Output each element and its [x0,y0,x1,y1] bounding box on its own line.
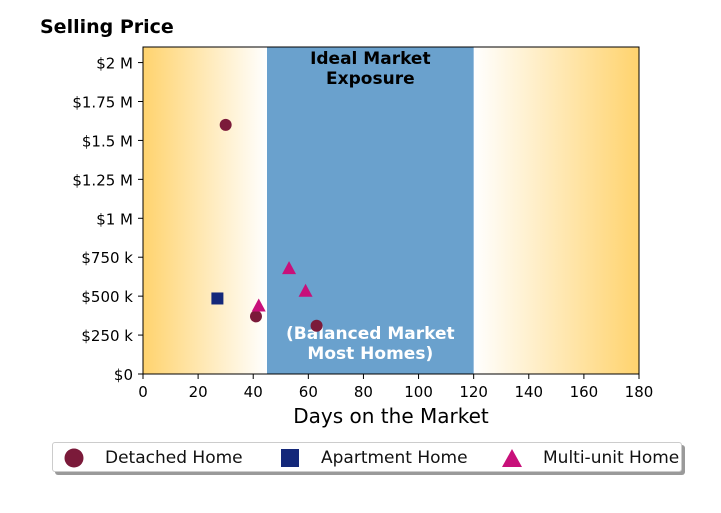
y-tick-label: $1.5 M [82,132,133,150]
x-tick-label: 0 [138,383,148,401]
plot-frame [142,46,640,375]
detached-home-point [249,310,262,323]
left-gradient-band [143,47,267,374]
chart-legend: Detached Home Apartment Home Multi-unit … [52,442,682,472]
y-tick-label: $250 k [81,327,133,345]
x-tick-label: 40 [244,383,263,401]
multi-unit-home-point [282,261,297,275]
legend-label-multi-unit: Multi-unit Home [543,448,680,468]
detached-home-point [219,118,232,131]
x-tick-label: 60 [299,383,318,401]
right-gradient-band [473,47,639,374]
x-tick-label: 120 [459,383,488,401]
x-tick-label: 160 [570,383,599,401]
legend-item-detached: Detached Home [63,443,243,473]
legend-item-multi-unit: Multi-unit Home [501,443,679,473]
multi-unit-home-point [298,283,313,297]
legend-label-detached: Detached Home [105,448,243,468]
x-tick-label: 100 [404,383,433,401]
legend-triangle-marker [502,449,522,467]
multi-unit-home-point [251,298,266,312]
y-tick-label: $750 k [81,249,133,267]
ideal-market-label: Ideal Market [310,49,431,69]
ideal-market-label: Exposure [326,69,415,89]
legend-square-marker [281,449,299,467]
x-tick-label: 180 [625,383,654,401]
ideal-exposure-band [267,47,474,374]
x-tick-label: 20 [189,383,208,401]
y-axis-title: Selling Price [40,16,174,38]
y-tick-label: $500 k [81,288,133,306]
y-tick-label: $0 [114,366,133,384]
balanced-market-label: Most Homes) [307,344,433,364]
x-tick-label: 140 [514,383,543,401]
detached-home-point [310,319,323,332]
y-tick-label: $2 M [96,55,133,73]
x-axis-title: Days on the Market [293,404,489,428]
x-tick-label: 80 [354,383,373,401]
y-tick-label: $1.25 M [72,171,133,189]
y-tick-label: $1.75 M [72,94,133,112]
legend-label-apartment: Apartment Home [321,448,468,468]
apartment-home-point [211,292,224,305]
legend-circle-marker [64,448,84,468]
y-tick-label: $1 M [96,210,133,228]
legend-item-apartment: Apartment Home [279,443,468,473]
balanced-market-label: (Balanced Market [286,324,455,344]
